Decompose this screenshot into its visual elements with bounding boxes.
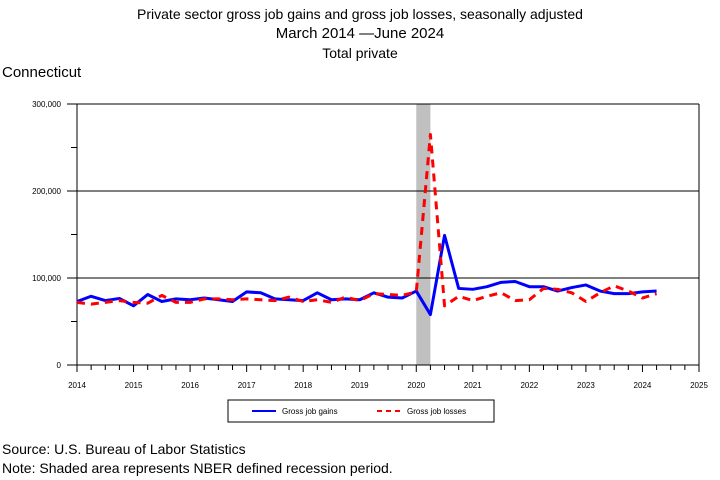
x-tick-label: 2019 — [351, 381, 369, 390]
x-tick-label: 2018 — [294, 381, 312, 390]
legend-label: Gross job losses — [407, 407, 466, 416]
legend-label: Gross job gains — [282, 407, 338, 416]
chart-subtitle-series: Total private — [322, 45, 398, 61]
x-tick-label: 2015 — [125, 381, 143, 390]
y-tick-label: 100,000 — [32, 274, 61, 283]
recession-note: Note: Shaded area represents NBER define… — [2, 460, 393, 476]
y-tick-label: 300,000 — [32, 100, 61, 109]
x-tick-label: 2021 — [464, 381, 482, 390]
y-tick-label: 0 — [57, 361, 62, 370]
y-tick-label: 200,000 — [32, 187, 61, 196]
recession-shade — [416, 104, 431, 365]
x-tick-label: 2025 — [690, 381, 708, 390]
region-label: Connecticut — [2, 64, 82, 81]
source-note: Source: U.S. Bureau of Labor Statistics — [2, 441, 246, 457]
legend-box — [227, 399, 495, 423]
series-line-gross-job-losses — [76, 132, 658, 308]
x-tick-label: 2016 — [181, 381, 199, 390]
x-tick-label: 2020 — [407, 381, 425, 390]
x-tick-label: 2023 — [577, 381, 595, 390]
x-tick-label: 2014 — [68, 381, 86, 390]
chart-subtitle: March 2014 —June 2024 — [275, 25, 445, 42]
chart-title: Private sector gross job gains and gross… — [137, 6, 583, 22]
x-tick-label: 2022 — [520, 381, 538, 390]
x-tick-label: 2017 — [238, 381, 256, 390]
series-line-gross-job-gains — [76, 233, 657, 317]
x-tick-label: 2024 — [634, 381, 652, 390]
